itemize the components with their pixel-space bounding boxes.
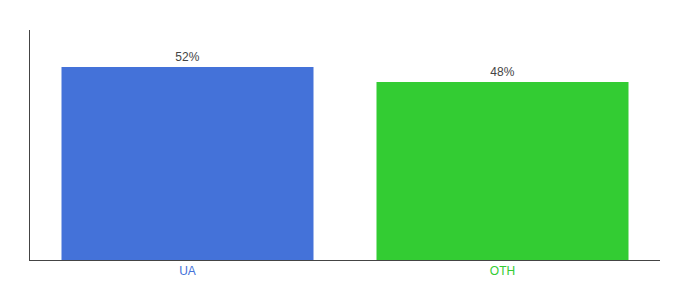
svg-text:48%: 48% — [490, 65, 514, 79]
svg-text:52%: 52% — [175, 50, 199, 64]
svg-text:OTH: OTH — [490, 264, 515, 278]
svg-text:UA: UA — [179, 264, 196, 278]
